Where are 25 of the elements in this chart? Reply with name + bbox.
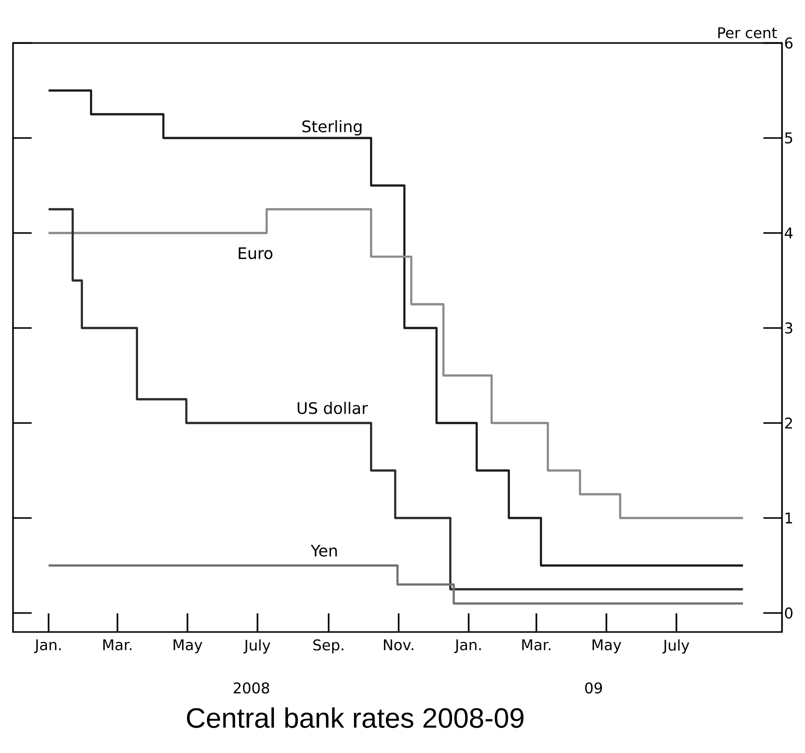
y-tick-label: 6 (785, 37, 792, 49)
series-label: US dollar (298, 402, 368, 414)
text: 09 (585, 682, 602, 694)
y-tick-label: 2 (785, 418, 792, 428)
x-tick-label: May (592, 639, 622, 654)
y-tick-label: 0 (785, 607, 792, 619)
series-label: Yen (310, 544, 337, 557)
x-tick-label: Jan. (34, 639, 61, 654)
text: Central bank rates 2008-09 (186, 707, 524, 728)
y-tick-label: 5 (785, 132, 792, 144)
x-tick-label: Mar. (103, 639, 132, 650)
y-tick-label: 4 (784, 228, 793, 238)
series-label: Euro (238, 247, 272, 260)
x-tick-label: July (662, 639, 690, 654)
x-tick-label: Mar. (522, 639, 550, 650)
y-tick-label: 1 (786, 512, 792, 524)
y-tick-label: 3 (785, 322, 792, 334)
x-tick-label: Jan. (454, 639, 481, 654)
x-tick-label: Sep. (313, 639, 344, 654)
x-tick-label: July (243, 639, 270, 654)
x-tick-label: May (174, 639, 202, 654)
text: 2008 (234, 682, 270, 694)
series-label: Sterling (302, 120, 362, 136)
x-tick-label: Nov. (384, 639, 414, 650)
y-axis-title: Per cent (718, 27, 777, 38)
